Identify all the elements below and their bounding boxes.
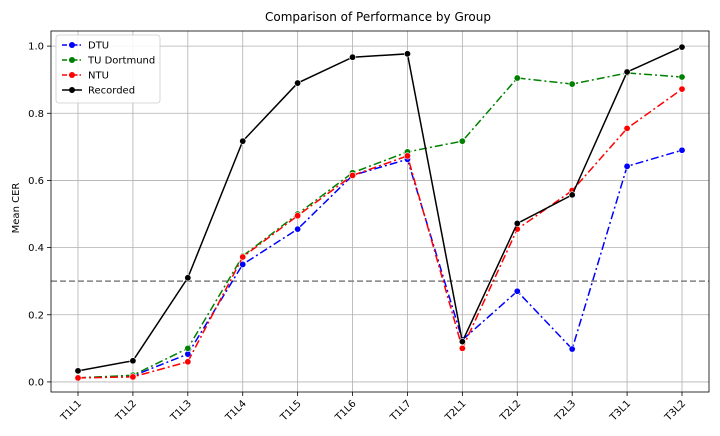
data-point <box>513 287 521 295</box>
chart-title: Comparison of Performance by Group <box>265 10 491 24</box>
legend-swatch-marker <box>69 42 75 48</box>
data-point <box>239 253 247 261</box>
data-point <box>458 344 466 352</box>
y-tick-label: 0.2 <box>28 310 44 321</box>
x-tick-label: T1L1 <box>58 398 84 424</box>
y-tick-label: 0.6 <box>28 176 44 187</box>
data-point <box>568 345 576 353</box>
data-point <box>458 338 466 346</box>
series-dtu <box>74 146 686 382</box>
series-line <box>77 88 683 379</box>
legend-box <box>55 34 161 104</box>
data-point <box>74 367 82 375</box>
y-tick-label: 0.0 <box>28 377 44 388</box>
data-point <box>623 162 631 170</box>
data-point <box>349 171 357 179</box>
y-axis-label: Mean CER <box>11 183 22 234</box>
data-point <box>568 80 576 88</box>
plot-frame <box>50 30 710 393</box>
data-point <box>403 50 411 58</box>
x-tick-label: T1L5 <box>278 398 304 424</box>
x-tick-label: T1L4 <box>223 398 249 424</box>
y-tick-label: 0.4 <box>28 243 44 254</box>
legend-label: Recorded <box>88 86 135 97</box>
data-point <box>184 358 192 366</box>
series-tu-dortmund <box>74 69 686 382</box>
legend-swatch-marker <box>69 72 75 78</box>
data-point <box>239 137 247 145</box>
data-point <box>294 79 302 87</box>
legend-swatch-marker <box>69 87 75 93</box>
data-point <box>623 124 631 132</box>
data-point <box>513 74 521 82</box>
y-tick-label: 1.0 <box>28 42 44 53</box>
legend-label: DTU <box>88 41 109 52</box>
data-point <box>129 373 137 381</box>
legend-item: DTU <box>62 41 109 52</box>
data-point <box>294 212 302 220</box>
data-point <box>568 191 576 199</box>
series-ntu <box>74 85 686 382</box>
legend-label: TU Dortmund <box>87 56 155 67</box>
axes <box>47 30 710 396</box>
x-tick-label: T1L3 <box>168 398 194 424</box>
data-point <box>129 357 137 365</box>
legend-item: TU Dortmund <box>62 56 155 67</box>
legend: DTU TU Dortmund NTU Recorded <box>55 34 161 104</box>
data-point <box>623 68 631 76</box>
series-line <box>77 72 683 379</box>
x-tick-label: T3L1 <box>607 398 633 424</box>
series-layer <box>74 43 686 382</box>
data-point <box>513 219 521 227</box>
legend-swatch-marker <box>69 57 75 63</box>
data-point <box>74 374 82 382</box>
legend-item: Recorded <box>62 86 135 97</box>
y-tick-label: 0.8 <box>28 109 44 120</box>
data-point <box>678 73 686 81</box>
data-point <box>239 260 247 268</box>
data-point <box>184 344 192 352</box>
x-tick-label: T3L2 <box>662 398 688 424</box>
series-line <box>77 46 683 372</box>
x-tick-label: T1L2 <box>113 398 139 424</box>
x-tick-label: T1L7 <box>388 398 414 424</box>
x-tick-label: T1L6 <box>333 398 359 424</box>
legend-label: NTU <box>88 71 109 82</box>
series-recorded <box>74 43 686 375</box>
data-point <box>458 137 466 145</box>
x-tick-label: T2L2 <box>498 398 524 424</box>
legend-item: NTU <box>62 71 109 82</box>
data-point <box>294 225 302 233</box>
x-tick-label: T2L1 <box>443 398 469 424</box>
data-point <box>184 274 192 282</box>
data-point <box>678 43 686 51</box>
data-point <box>403 152 411 160</box>
x-tick-label: T2L3 <box>553 398 579 424</box>
data-point <box>678 85 686 93</box>
data-point <box>678 146 686 154</box>
series-line <box>77 149 683 379</box>
data-point <box>349 53 357 61</box>
